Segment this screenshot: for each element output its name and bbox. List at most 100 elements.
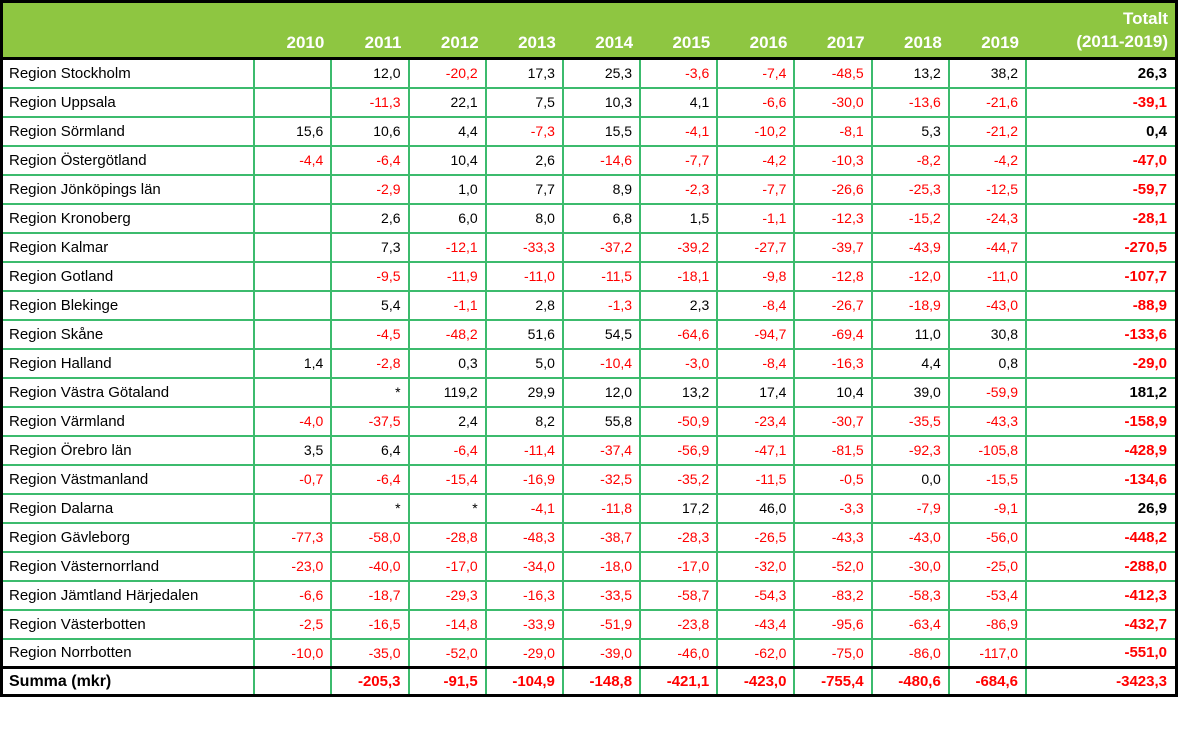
table-row: Region Gävleborg -77,3 -58,0 -28,8 -48,3 -38,… <box>0 521 1178 553</box>
cell-2019: -24,3 <box>947 202 1028 234</box>
cell-2016: -54,3 <box>716 579 796 611</box>
region-name: Region Sörmland <box>0 115 256 147</box>
total-column-header: Totalt (2011-2019) <box>1026 1 1177 60</box>
cell-2017: -12,8 <box>793 260 873 292</box>
cell-2014: 10,3 <box>561 86 642 118</box>
cell-2013: -33,9 <box>484 608 564 640</box>
cell-2016: -27,7 <box>716 231 796 263</box>
cell-2013: -7,3 <box>484 115 564 147</box>
cell-total: -39,1 <box>1025 86 1178 118</box>
cell-2016: -4,2 <box>716 144 796 176</box>
cell-2015: -4,1 <box>639 115 719 147</box>
cell-2012: 4,4 <box>407 115 487 147</box>
table-row: Region Stockholm 12,0 -20,2 17,3 25,3 -3,6 -7,… <box>0 57 1178 89</box>
cell-2018: 11,0 <box>870 318 950 350</box>
column-header-2015: 2015 <box>640 1 718 60</box>
cell-2011: -11,3 <box>330 86 410 118</box>
cell-2019: -44,7 <box>947 231 1028 263</box>
cell-2018: -18,9 <box>870 289 950 321</box>
table-row: Region Kalmar 7,3 -12,1 -33,3 -37,2 -39,2 -27,… <box>0 231 1178 263</box>
cell-total: -29,0 <box>1025 347 1178 379</box>
cell-2013: -29,0 <box>484 637 564 669</box>
cell-2014: -11,8 <box>561 492 642 524</box>
cell-2019: 30,8 <box>947 318 1028 350</box>
cell-2014: -51,9 <box>561 608 642 640</box>
cell-2015: -58,7 <box>639 579 719 611</box>
column-header-2014: 2014 <box>562 1 641 60</box>
cell-2012: -29,3 <box>407 579 487 611</box>
cell-2014: -32,5 <box>561 463 642 495</box>
cell-2014: -33,5 <box>561 579 642 611</box>
cell-2015: -39,2 <box>639 231 719 263</box>
cell-2017: -30,7 <box>793 405 873 437</box>
cell-2011: -9,5 <box>330 260 410 292</box>
region-name: Region Västmanland <box>0 463 256 495</box>
cell-2015: 2,3 <box>639 289 719 321</box>
cell-2014: -37,2 <box>561 231 642 263</box>
cell-2013: 8,0 <box>484 202 564 234</box>
cell-2016: -6,6 <box>716 86 796 118</box>
total-header-line2: (2011-2019) <box>1076 32 1168 52</box>
cell-total: -133,6 <box>1025 318 1178 350</box>
column-header-2013: 2013 <box>485 1 563 60</box>
cell-2015: -18,1 <box>639 260 719 292</box>
cell-2012: 119,2 <box>407 376 487 408</box>
cell-2013: -48,3 <box>484 521 564 553</box>
cell-2011: 6,4 <box>330 434 410 466</box>
region-name: Region Jämtland Härjedalen <box>0 579 256 611</box>
cell-2012: -14,8 <box>407 608 487 640</box>
cell-2014: -11,5 <box>561 260 642 292</box>
table-row: Region Östergötland -4,4 -6,4 10,4 2,6 -14,6-… <box>0 144 1178 176</box>
table-row: Region Uppsala -11,3 22,1 7,5 10,3 4,1 -6,6 -30… <box>0 86 1178 118</box>
cell-2017: -30,0 <box>793 86 873 118</box>
cell-2015: -2,3 <box>639 173 719 205</box>
summary-cell-2016: -423,0 <box>716 666 796 697</box>
table-row: Region Halland 1,4 -2,8 0,3 5,0 -10,4 -3,0 -8,4… <box>0 347 1178 379</box>
table-row: Region Sörmland 15,6 10,6 4,4 -7,3 15,5 -4,1 -1… <box>0 115 1178 147</box>
cell-2012: -20,2 <box>407 57 487 89</box>
cell-2017: -0,5 <box>793 463 873 495</box>
cell-2016: -47,1 <box>716 434 796 466</box>
cell-2014: 54,5 <box>561 318 642 350</box>
table-row: Region Dalarna * * -4,1 -11,8 17,2 46,0 -3,3 -7,… <box>0 492 1178 524</box>
cell-2014: 15,5 <box>561 115 642 147</box>
cell-2013: -11,4 <box>484 434 564 466</box>
cell-2017: -26,6 <box>793 173 873 205</box>
cell-2016: 46,0 <box>716 492 796 524</box>
cell-total: -551,0 <box>1025 637 1178 669</box>
cell-2013: 2,8 <box>484 289 564 321</box>
cell-2010: 15,6 <box>253 115 333 147</box>
cell-2019: -86,9 <box>947 608 1028 640</box>
cell-2011: 5,4 <box>330 289 410 321</box>
table-row: Region Norrbotten -10,0 -35,0 -52,0 -29,0 -39… <box>0 637 1178 669</box>
cell-2010: -10,0 <box>253 637 333 669</box>
cell-2018: -8,2 <box>870 144 950 176</box>
cell-2018: -13,6 <box>870 86 950 118</box>
cell-2017: 10,4 <box>793 376 873 408</box>
cell-2011: 2,6 <box>330 202 410 234</box>
cell-2012: 0,3 <box>407 347 487 379</box>
cell-2019: -53,4 <box>947 579 1028 611</box>
cell-2019: -117,0 <box>947 637 1028 669</box>
cell-2015: -28,3 <box>639 521 719 553</box>
cell-2019: -43,0 <box>947 289 1028 321</box>
cell-2015: 17,2 <box>639 492 719 524</box>
cell-2017: -10,3 <box>793 144 873 176</box>
cell-2010: -4,0 <box>253 405 333 437</box>
cell-2016: -8,4 <box>716 289 796 321</box>
region-name: Region Skåne <box>0 318 256 350</box>
cell-2011: -18,7 <box>330 579 410 611</box>
cell-2019: -43,3 <box>947 405 1028 437</box>
cell-2014: -37,4 <box>561 434 642 466</box>
cell-2015: 13,2 <box>639 376 719 408</box>
cell-2017: -3,3 <box>793 492 873 524</box>
summary-cell-2018: -480,6 <box>870 666 950 697</box>
cell-2017: -43,3 <box>793 521 873 553</box>
cell-2012: * <box>407 492 487 524</box>
cell-2011: * <box>330 376 410 408</box>
cell-2011: -2,9 <box>330 173 410 205</box>
table-row: Region Kronoberg 2,6 6,0 8,0 6,8 1,5 -1,1 -12,3… <box>0 202 1178 234</box>
cell-2010: -23,0 <box>253 550 333 582</box>
cell-2010: -77,3 <box>253 521 333 553</box>
